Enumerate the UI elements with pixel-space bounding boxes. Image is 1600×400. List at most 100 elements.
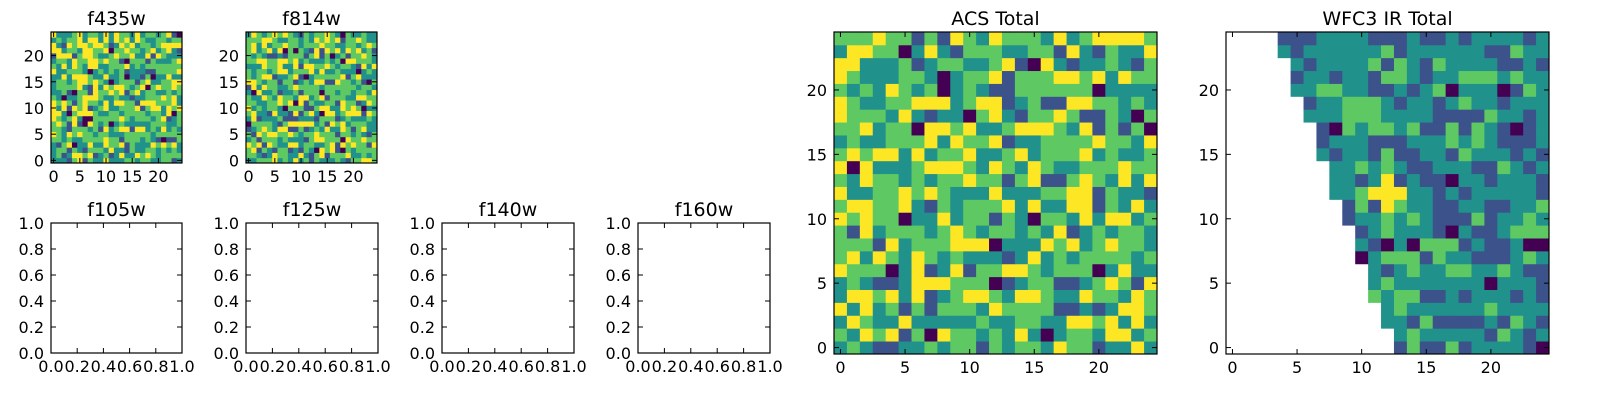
heatmap-cell xyxy=(885,250,899,265)
heatmap-cell xyxy=(335,100,341,106)
heatmap-cell xyxy=(924,135,938,149)
heatmap-cell xyxy=(1406,328,1421,342)
heatmap-cell xyxy=(335,142,341,148)
heatmap-cell xyxy=(371,136,378,143)
heatmap-cell xyxy=(293,84,299,91)
heatmap-cell xyxy=(1342,83,1356,97)
heatmap-cell xyxy=(71,115,78,122)
heatmap-cell xyxy=(113,73,120,80)
heatmap-cell xyxy=(71,100,78,106)
heatmap-cell xyxy=(113,42,120,49)
heatmap-cell xyxy=(1536,122,1550,136)
heatmap-cell xyxy=(87,110,94,117)
axes-frame xyxy=(245,222,379,354)
heatmap-cell xyxy=(61,79,68,85)
heatmap-cell xyxy=(1471,186,1485,200)
heatmap-cell xyxy=(950,225,964,239)
heatmap-cell xyxy=(314,47,320,54)
heatmap-cell xyxy=(246,42,252,49)
heatmap-cell xyxy=(1445,225,1459,239)
heatmap-cell xyxy=(1001,147,1016,162)
heatmap-cell xyxy=(1510,83,1524,97)
heatmap-cell xyxy=(937,70,951,84)
heatmap-cell xyxy=(1484,109,1498,123)
heatmap-cell xyxy=(846,122,861,136)
heatmap-cell xyxy=(140,100,146,106)
heatmap-cell xyxy=(1027,315,1042,329)
heatmap-cell xyxy=(77,142,83,148)
heatmap-cell xyxy=(119,100,125,106)
heatmap-cell xyxy=(108,58,115,64)
heatmap-cell xyxy=(66,131,73,138)
axes-frame xyxy=(637,222,771,354)
heatmap-cell xyxy=(1342,160,1356,175)
heatmap-cell xyxy=(1118,83,1132,97)
heatmap-cell xyxy=(303,68,310,75)
heatmap-cell xyxy=(324,126,331,132)
heatmap-cell xyxy=(319,142,325,148)
heatmap-cell xyxy=(911,96,925,110)
heatmap-cell xyxy=(66,68,73,75)
heatmap-cell xyxy=(113,147,120,153)
heatmap-cell xyxy=(366,89,373,96)
heatmap-cell xyxy=(1079,263,1093,278)
heatmap-cell xyxy=(82,37,89,43)
heatmap-cell xyxy=(924,147,938,162)
heatmap-cell xyxy=(298,37,305,43)
heatmap-cell xyxy=(1523,70,1537,84)
heatmap-cell xyxy=(872,96,887,110)
heatmap-cell xyxy=(989,32,1003,46)
heatmap-cell xyxy=(1001,70,1016,84)
heatmap-cell xyxy=(846,96,861,110)
heatmap-cell xyxy=(1381,212,1395,226)
heatmap-cell xyxy=(885,83,899,97)
heatmap-cell xyxy=(108,100,115,106)
heatmap-cell xyxy=(1329,83,1343,97)
heatmap-cell xyxy=(1393,199,1408,213)
heatmap-cell xyxy=(1432,83,1447,97)
heatmap-cell xyxy=(298,152,305,159)
heatmap-cell xyxy=(846,276,861,290)
heatmap-cell xyxy=(1040,186,1055,200)
heatmap-cell xyxy=(287,63,294,70)
heatmap-cell xyxy=(1536,328,1550,342)
heatmap-cell xyxy=(324,131,331,138)
heatmap-cell xyxy=(150,121,157,127)
heatmap-cell xyxy=(82,100,89,106)
heatmap-cell xyxy=(314,42,320,49)
heatmap-cell xyxy=(272,84,278,91)
heatmap-cell xyxy=(129,105,136,111)
heatmap-cell xyxy=(1484,289,1498,303)
heatmap-cell xyxy=(340,73,346,80)
heatmap-cell xyxy=(1381,263,1395,278)
heatmap-cell xyxy=(1510,44,1524,59)
heatmap-cell xyxy=(329,147,336,153)
x-tick-label: 15 xyxy=(1416,358,1436,377)
heatmap-cell xyxy=(287,105,294,111)
heatmap-cell xyxy=(298,105,305,111)
heatmap-cell xyxy=(1432,109,1447,123)
heatmap-cell xyxy=(1536,302,1550,316)
heatmap-cell xyxy=(350,152,357,159)
heatmap-cell xyxy=(77,89,83,96)
heatmap-cell xyxy=(140,63,146,70)
heatmap-cell xyxy=(1458,238,1472,252)
heatmap-cell xyxy=(340,68,346,75)
heatmap-cell xyxy=(256,52,263,59)
heatmap-cell xyxy=(976,83,990,97)
heatmap-cell xyxy=(56,58,62,64)
heatmap-cell xyxy=(124,110,130,117)
heatmap-cell xyxy=(287,147,294,153)
heatmap-cell xyxy=(1144,212,1158,226)
heatmap-cell xyxy=(155,121,162,127)
x-tick-label: 0.0 xyxy=(429,357,454,376)
heatmap-cell xyxy=(911,199,925,213)
heatmap-cell xyxy=(1458,302,1472,316)
heatmap-cell xyxy=(108,105,115,111)
heatmap-cell xyxy=(171,136,178,143)
heatmap-cell xyxy=(950,57,964,72)
heatmap-cell xyxy=(859,135,874,149)
heatmap-cell xyxy=(298,136,305,143)
heatmap-cell xyxy=(1131,57,1145,72)
